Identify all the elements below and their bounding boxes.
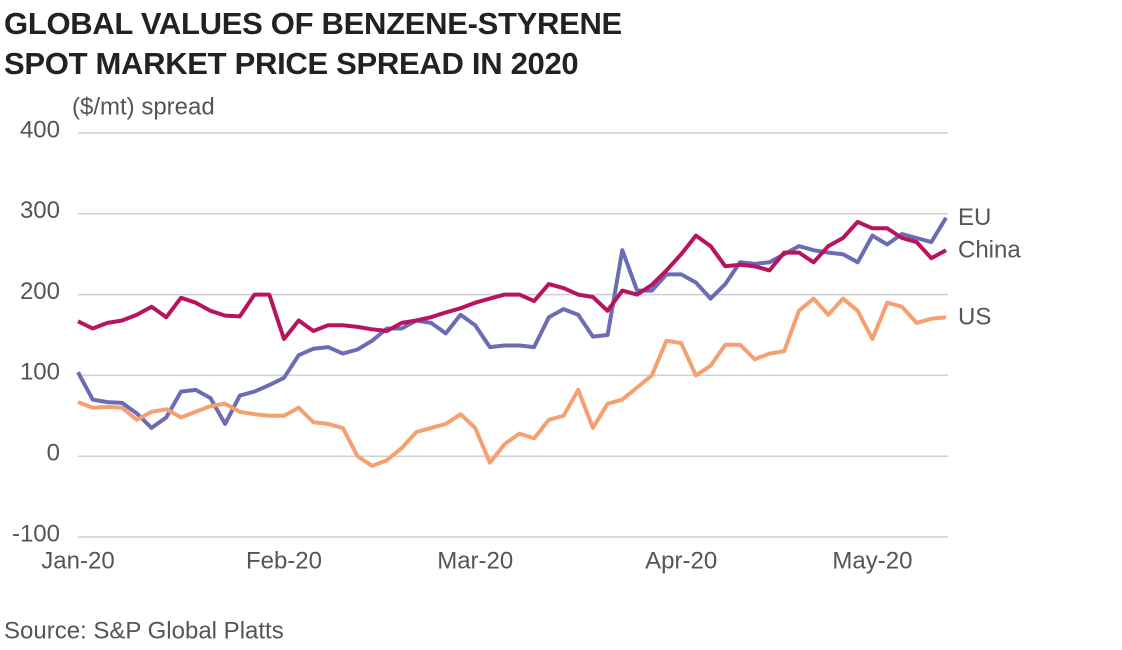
x-tick-label: Apr-20	[645, 547, 717, 574]
chart-title: GLOBAL VALUES OF BENZENE-STYRENE SPOT MA…	[4, 6, 622, 81]
y-tick-label: 100	[20, 359, 60, 386]
source-note: Source: S&P Global Platts	[4, 617, 284, 644]
series-line	[77, 296, 947, 468]
series-line	[77, 219, 947, 341]
y-axis-label: ($/mt) spread	[72, 93, 215, 120]
x-tick-label: Mar-20	[437, 547, 513, 574]
x-tick-label: May-20	[832, 547, 912, 574]
y-tick-label: 200	[20, 278, 60, 305]
x-tick-label: Feb-20	[246, 547, 322, 574]
y-tick-label: 300	[20, 197, 60, 224]
legend-label: US	[958, 304, 991, 331]
y-tick-label: 0	[47, 440, 60, 467]
y-tick-label: 400	[20, 116, 60, 143]
series-line	[76, 216, 948, 430]
legend-label: EU	[958, 204, 991, 231]
x-tick-label: Jan-20	[41, 547, 114, 574]
legend-label: China	[958, 237, 1021, 264]
y-tick-label: -100	[12, 520, 60, 547]
